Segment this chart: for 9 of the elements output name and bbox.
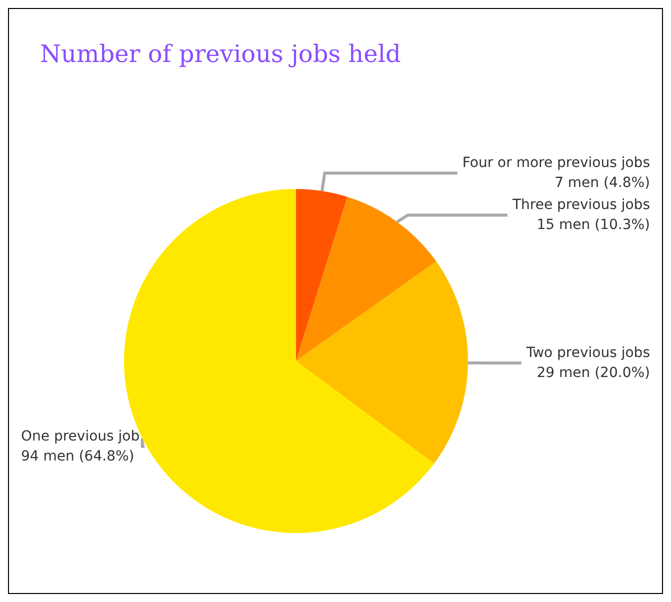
slice-label: One previous job — [21, 428, 140, 444]
data-label: 29 men (20.0%) — [536, 365, 650, 382]
data-label: 15 men (10.3%) — [536, 217, 650, 234]
slice-label: Two previous jobs — [525, 345, 650, 362]
slice-label: Four or more previous jobs — [462, 155, 650, 172]
data-label: 94 men (64.8%) — [21, 448, 134, 464]
data-label: 7 men (4.8%) — [554, 175, 650, 192]
chart-title: Number of previous jobs held — [40, 40, 401, 68]
slice-label: Three previous jobs — [512, 197, 650, 214]
